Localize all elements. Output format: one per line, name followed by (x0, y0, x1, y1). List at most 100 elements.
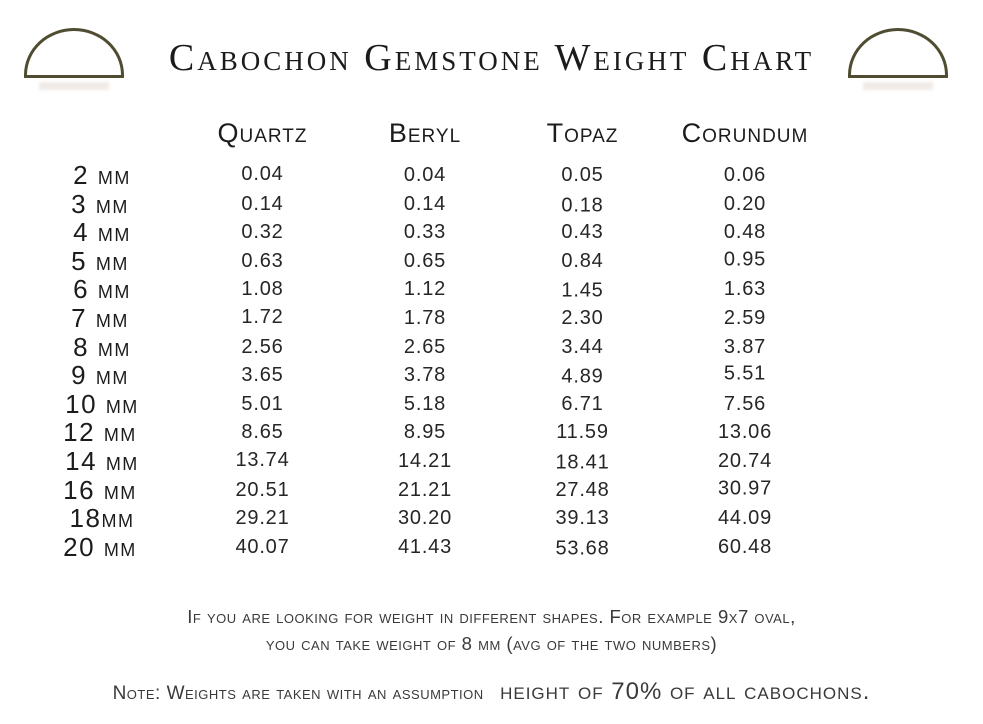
shape-note-line2: you can take weight of 8 mm (avg of the … (265, 632, 718, 654)
table-row: 20 mm 40.07 41.43 53.68 60.48 (25, 531, 825, 562)
table-row: 2 mm 0.04 0.04 0.05 0.06 (25, 160, 825, 190)
weight-value-corundum: 5.51 (723, 362, 767, 385)
weight-value-corundum: 30.97 (717, 477, 773, 500)
table-row: 7 mm 1.72 1.78 2.30 2.59 (25, 302, 825, 333)
weight-value-topaz: 0.84 (561, 249, 604, 272)
weight-value-topaz: 0.43 (561, 221, 604, 244)
weight-value-beryl: 21.21 (397, 478, 453, 501)
table-row: 18mm 29.21 30.20 39.13 44.09 (25, 503, 825, 534)
row-size-label: 16 mm (63, 474, 137, 505)
weight-value-corundum: 0.95 (723, 248, 767, 271)
weight-value-beryl: 30.20 (397, 507, 453, 530)
row-size-label: 18mm (69, 503, 135, 534)
weight-value-quartz: 3.65 (241, 364, 284, 387)
weight-value-beryl: 0.14 (403, 192, 447, 215)
column-header-beryl: Beryl (388, 117, 462, 148)
weight-value-topaz: 0.18 (561, 194, 604, 217)
weight-value-topaz: 1.45 (561, 279, 604, 302)
weight-value-beryl: 14.21 (397, 449, 453, 472)
table-row: 14 mm 13.74 14.21 18.41 20.74 (25, 445, 825, 476)
row-size-label: 12 mm (63, 417, 137, 448)
shape-note: If you are looking for weight in differe… (0, 604, 983, 658)
row-size-label: 3 mm (71, 188, 129, 219)
weight-value-beryl: 8.95 (403, 421, 447, 444)
weight-value-beryl: 2.65 (403, 335, 447, 358)
row-size-label: 8 mm (73, 331, 131, 362)
weight-value-beryl: 0.65 (403, 249, 447, 272)
column-header-corundum: Corundum (681, 117, 809, 148)
weight-value-quartz: 8.65 (241, 421, 284, 444)
weight-value-corundum: 7.56 (723, 392, 767, 415)
cabochon-icon-left (24, 28, 124, 90)
weight-value-topaz: 3.44 (561, 335, 604, 358)
row-size-label: 14 mm (65, 445, 139, 476)
weight-value-corundum: 20.74 (717, 449, 773, 472)
weight-value-quartz: 0.04 (241, 163, 284, 185)
page-title: Cabochon Gemstone Weight Chart (168, 37, 815, 79)
weight-value-beryl: 41.43 (397, 535, 453, 558)
weight-value-quartz: 1.72 (241, 305, 284, 328)
weight-value-topaz: 27.48 (555, 478, 610, 501)
weight-value-quartz: 0.32 (241, 221, 284, 244)
weight-value-quartz: 1.08 (241, 278, 284, 301)
shape-note-line1: If you are looking for weight in differe… (187, 606, 796, 627)
weight-value-quartz: 40.07 (235, 535, 290, 558)
weight-value-topaz: 39.13 (555, 507, 610, 530)
row-size-label: 2 mm (73, 160, 131, 190)
weight-value-corundum: 44.09 (717, 507, 773, 530)
weight-value-quartz: 29.21 (235, 507, 290, 530)
table-row: 3 mm 0.14 0.14 0.18 0.20 (25, 188, 825, 219)
row-size-label: 10 mm (65, 388, 139, 419)
weight-value-topaz: 53.68 (555, 537, 610, 560)
row-size-label: 20 mm (63, 531, 137, 562)
table-row: 9 mm 3.65 3.78 4.89 5.51 (25, 360, 825, 391)
weight-value-corundum: 0.48 (723, 221, 767, 244)
table-row: 16 mm 20.51 21.21 27.48 30.97 (25, 474, 825, 505)
cabochon-icon-right (848, 28, 948, 90)
table-row: 8 mm 2.56 2.65 3.44 3.87 (25, 331, 825, 362)
cabochon-dome-icon (848, 28, 948, 78)
weight-value-beryl: 1.78 (403, 306, 447, 329)
watermark-smudge (863, 82, 933, 90)
weight-value-topaz: 6.71 (561, 392, 604, 415)
table-row: 4 mm 0.32 0.33 0.43 0.48 (25, 217, 825, 248)
weight-value-corundum: 1.63 (723, 278, 767, 301)
row-size-label: 5 mm (71, 245, 129, 276)
assumption-note: Note: Weights are taken with an assumpti… (0, 678, 983, 706)
row-size-label: 9 mm (71, 360, 129, 391)
weight-value-quartz: 0.14 (241, 192, 284, 215)
weight-value-beryl: 5.18 (403, 392, 447, 415)
weight-value-topaz: 4.89 (561, 365, 604, 388)
assumption-note-emphasis: height of 70% of all cabochons. (500, 678, 871, 705)
assumption-note-prefix: Note: Weights are taken with an assumpti… (112, 683, 484, 704)
weight-value-corundum: 3.87 (723, 335, 767, 358)
table-row: 6 mm 1.08 1.12 1.45 1.63 (25, 274, 825, 305)
weight-value-beryl: 1.12 (403, 278, 447, 301)
weight-value-quartz: 5.01 (241, 392, 284, 415)
weight-value-topaz: 0.05 (561, 164, 604, 186)
column-header-topaz: Topaz (546, 117, 619, 148)
table-row: 5 mm 0.63 0.65 0.84 0.95 (25, 245, 825, 276)
weight-value-corundum: 2.59 (723, 306, 767, 329)
weight-value-beryl: 0.33 (403, 221, 447, 244)
weight-value-quartz: 2.56 (241, 335, 284, 358)
weight-value-topaz: 11.59 (556, 421, 609, 444)
weight-table: Quartz Beryl Topaz Corundum 2 mm 0.04 0.… (25, 116, 825, 562)
column-header-quartz: Quartz (217, 117, 308, 148)
weight-value-quartz: 20.51 (235, 478, 290, 501)
weight-value-topaz: 18.41 (555, 451, 610, 474)
weight-value-quartz: 13.74 (235, 448, 290, 471)
weight-value-corundum: 13.06 (717, 421, 773, 444)
weight-value-topaz: 2.30 (561, 306, 604, 329)
table-row: 10 mm 5.01 5.18 6.71 7.56 (25, 388, 825, 419)
weight-value-quartz: 0.63 (241, 249, 284, 272)
weight-value-beryl: 3.78 (403, 364, 447, 387)
watermark-smudge (39, 82, 109, 90)
row-size-label: 6 mm (73, 274, 131, 305)
row-size-label: 4 mm (73, 217, 131, 248)
weight-value-corundum: 60.48 (717, 535, 773, 558)
weight-value-beryl: 0.04 (403, 164, 447, 186)
row-size-label: 7 mm (71, 302, 129, 333)
table-header-row: Quartz Beryl Topaz Corundum (25, 116, 825, 150)
table-row: 12 mm 8.65 8.95 11.59 13.06 (25, 417, 825, 448)
